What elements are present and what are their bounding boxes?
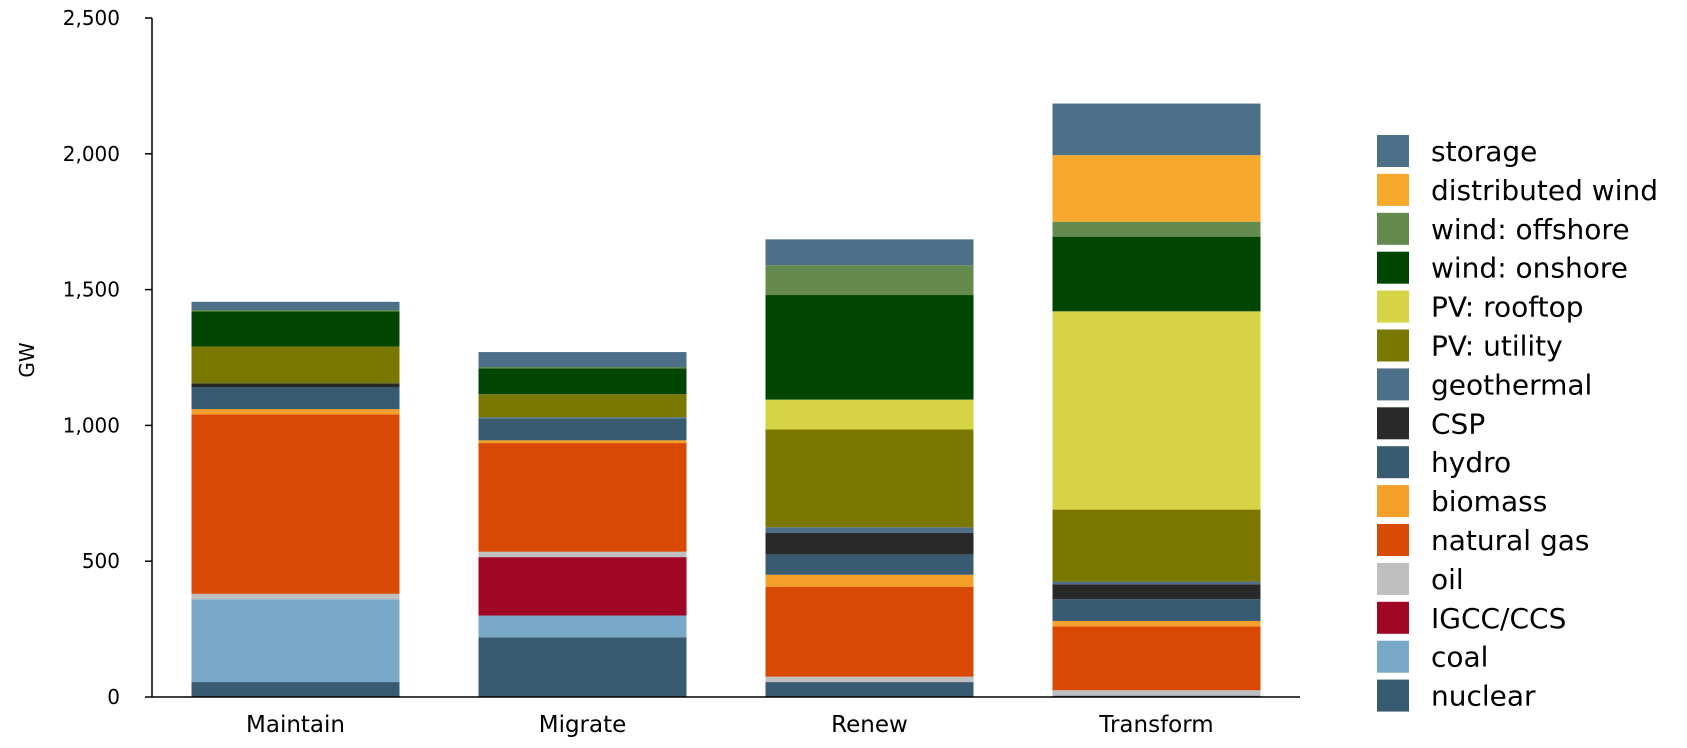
bar-segment-coal-migrate xyxy=(478,615,687,638)
bar-segment-igcc-ccs-migrate xyxy=(478,557,687,616)
bar-segment-biomass-migrate xyxy=(478,440,687,444)
legend-label-hydro: hydro xyxy=(1431,446,1511,479)
bar-segment-hydro-maintain xyxy=(191,387,400,410)
legend-label-natural-gas: natural gas xyxy=(1431,524,1590,557)
legend-label-geothermal: geothermal xyxy=(1431,368,1592,401)
bar-segment-nuclear-renew xyxy=(765,682,974,697)
legend-label-biomass: biomass xyxy=(1431,485,1547,518)
bar-segment-csp-transform xyxy=(1052,584,1261,600)
bar-segment-coal-maintain xyxy=(191,599,400,683)
legend-swatch-wind-onshore xyxy=(1377,251,1409,284)
legend-label-nuclear: nuclear xyxy=(1431,680,1536,713)
x-tick-label: Migrate xyxy=(539,712,627,738)
bar-segment-nuclear-maintain xyxy=(191,682,400,697)
bar-segment-biomass-transform xyxy=(1052,620,1261,627)
y-tick-label: 500 xyxy=(82,549,120,573)
axes-layer: Maintain Migrate Renew Transform 0 500 1,000 1,… xyxy=(63,6,1300,738)
bars-layer xyxy=(191,103,1261,697)
bar-segment-wind-onshore-maintain xyxy=(191,311,400,347)
bar-segment-wind-onshore-renew xyxy=(765,295,974,400)
bar-segment-oil-migrate xyxy=(478,551,687,558)
legend-label-distributed-wind: distributed wind xyxy=(1431,174,1658,207)
legend-label-wind-offshore: wind: offshore xyxy=(1431,213,1630,246)
bar-segment-wind-onshore-migrate xyxy=(478,368,687,395)
legend-label-pv-utility: PV: utility xyxy=(1431,330,1563,363)
y-tick-label: 0 xyxy=(107,685,120,709)
legend-swatch-oil xyxy=(1377,562,1409,595)
bar-segment-pv-rooftop-transform xyxy=(1052,311,1261,510)
bar-segment-hydro-transform xyxy=(1052,599,1261,621)
bar-segment-pv-rooftop-renew xyxy=(765,399,974,430)
bar-segment-wind-offshore-migrate xyxy=(478,367,687,369)
bar-segment-pv-utility-renew xyxy=(765,429,974,528)
legend-label-oil: oil xyxy=(1431,563,1464,596)
legend-swatch-natural-gas xyxy=(1377,524,1409,556)
y-tick-label: 1,000 xyxy=(63,413,120,437)
bar-segment-natural-gas-renew xyxy=(765,587,974,677)
legend-swatch-igcc-ccs xyxy=(1377,601,1409,634)
legend-swatch-distributed-wind xyxy=(1377,173,1409,206)
bar-segment-wind-offshore-renew xyxy=(765,265,974,296)
bar-segment-csp-renew xyxy=(765,532,974,555)
bar-segment-wind-offshore-transform xyxy=(1052,221,1261,237)
y-axis-label: GW xyxy=(15,342,39,377)
bar-segment-storage-renew xyxy=(765,239,974,266)
legend-label-storage: storage xyxy=(1431,135,1537,168)
bar-segment-geothermal-transform xyxy=(1052,581,1261,585)
legend-swatch-geothermal xyxy=(1377,368,1409,401)
y-tick-label: 1,500 xyxy=(63,278,120,302)
legend-swatch-biomass xyxy=(1377,485,1409,518)
legend-label-igcc-ccs: IGCC/CCS xyxy=(1431,602,1566,635)
bar-segment-hydro-renew xyxy=(765,554,974,575)
legend-swatch-pv-utility xyxy=(1377,329,1409,362)
bar-segment-natural-gas-maintain xyxy=(191,414,400,594)
legend-swatch-pv-rooftop xyxy=(1377,290,1409,323)
legend-swatch-wind-offshore xyxy=(1377,212,1409,245)
legend-swatch-csp xyxy=(1377,407,1409,440)
bar-segment-geothermal-migrate xyxy=(478,417,687,419)
bar-segment-storage-migrate xyxy=(478,352,687,368)
legend-swatch-hydro xyxy=(1377,446,1409,479)
legend-swatch-nuclear xyxy=(1377,679,1409,712)
bar-segment-geothermal-renew xyxy=(765,527,974,533)
bar-segment-oil-renew xyxy=(765,676,974,683)
x-tick-label: Renew xyxy=(831,712,908,738)
bar-segment-natural-gas-transform xyxy=(1052,626,1261,691)
bar-segment-oil-maintain xyxy=(191,593,400,600)
bar-segment-nuclear-migrate xyxy=(478,637,687,697)
bar-segment-natural-gas-migrate xyxy=(478,443,687,552)
bar-segment-distributed-wind-transform xyxy=(1052,155,1261,222)
bar-segment-wind-offshore-maintain xyxy=(191,309,400,312)
bar-segment-pv-utility-transform xyxy=(1052,509,1261,582)
x-tick-label: Maintain xyxy=(246,712,345,738)
x-tick-label: Transform xyxy=(1098,712,1213,738)
legend-label-csp: CSP xyxy=(1431,407,1485,440)
legend: storage distributed wind wind: offshore win… xyxy=(1377,135,1658,713)
bar-segment-biomass-maintain xyxy=(191,409,400,415)
y-tick-label: 2,000 xyxy=(63,142,120,166)
legend-swatch-coal xyxy=(1377,640,1409,673)
legend-label-pv-rooftop: PV: rooftop xyxy=(1431,291,1584,324)
bar-segment-oil-transform xyxy=(1052,690,1261,696)
bar-segment-hydro-migrate xyxy=(478,418,687,441)
bar-segment-storage-maintain xyxy=(191,301,400,310)
legend-swatch-storage xyxy=(1377,135,1409,167)
bar-segment-csp-maintain xyxy=(191,383,400,388)
bar-segment-biomass-renew xyxy=(765,574,974,588)
bar-segment-storage-transform xyxy=(1052,103,1261,156)
legend-label-coal: coal xyxy=(1431,641,1488,674)
y-tick-label: 2,500 xyxy=(63,6,120,30)
bar-segment-wind-onshore-transform xyxy=(1052,236,1261,312)
bar-segment-pv-utility-migrate xyxy=(478,394,687,418)
bar-segment-pv-utility-maintain xyxy=(191,346,400,384)
legend-label-wind-onshore: wind: onshore xyxy=(1431,252,1628,285)
